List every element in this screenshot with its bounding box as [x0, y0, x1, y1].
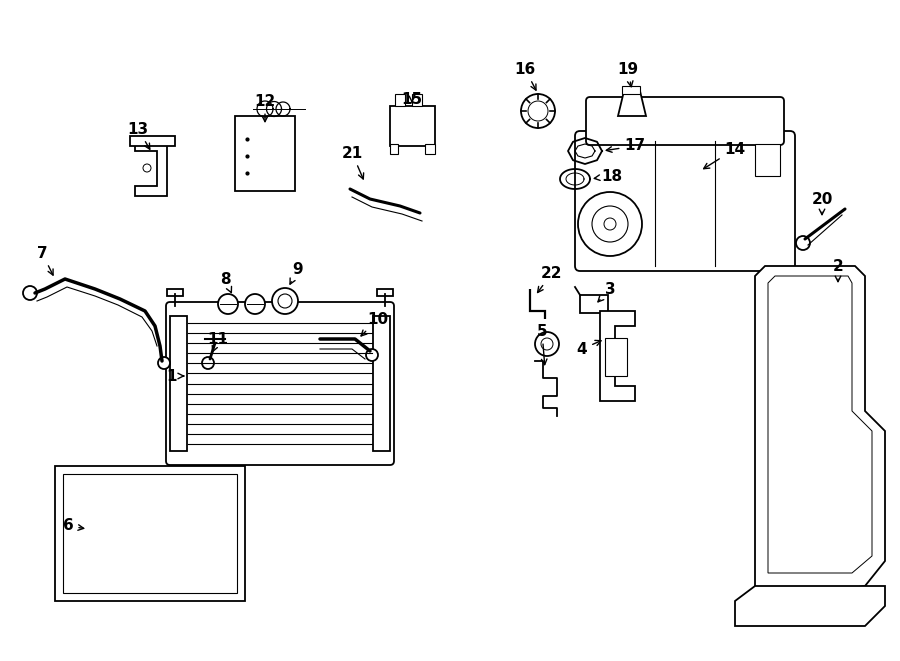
- Bar: [622, 86, 640, 94]
- Circle shape: [245, 294, 265, 314]
- Bar: [425, 144, 435, 154]
- Bar: [412, 94, 422, 106]
- Text: 3: 3: [598, 282, 616, 302]
- Text: 12: 12: [255, 93, 275, 122]
- Circle shape: [143, 164, 151, 172]
- FancyBboxPatch shape: [166, 302, 394, 465]
- Bar: [377, 289, 393, 296]
- Text: 21: 21: [341, 145, 364, 179]
- Bar: [755, 144, 780, 176]
- Bar: [167, 289, 183, 296]
- Text: 20: 20: [811, 192, 832, 215]
- Polygon shape: [755, 266, 885, 599]
- Circle shape: [366, 349, 378, 361]
- Bar: [580, 295, 608, 313]
- Polygon shape: [135, 141, 167, 196]
- Text: 4: 4: [577, 340, 601, 356]
- Text: 16: 16: [515, 61, 536, 90]
- Text: 2: 2: [832, 258, 843, 282]
- Circle shape: [528, 101, 548, 121]
- Circle shape: [592, 206, 628, 242]
- Text: 7: 7: [37, 245, 53, 275]
- Polygon shape: [735, 586, 885, 626]
- Circle shape: [202, 357, 214, 369]
- Bar: [373, 316, 390, 451]
- Bar: [63, 474, 237, 593]
- Bar: [235, 116, 295, 191]
- Circle shape: [278, 294, 292, 308]
- Text: 19: 19: [617, 61, 639, 87]
- Text: 22: 22: [537, 266, 562, 293]
- Text: 1: 1: [166, 368, 184, 383]
- Text: 18: 18: [594, 169, 623, 184]
- Text: 17: 17: [607, 139, 645, 153]
- Polygon shape: [768, 276, 872, 573]
- Text: 14: 14: [704, 141, 745, 169]
- Bar: [130, 136, 175, 146]
- Text: 9: 9: [290, 262, 303, 284]
- Bar: [170, 316, 187, 451]
- Text: 11: 11: [208, 332, 229, 352]
- Polygon shape: [600, 311, 635, 401]
- Text: 6: 6: [63, 518, 84, 533]
- Bar: [55, 466, 245, 601]
- Bar: [605, 338, 627, 376]
- Circle shape: [578, 192, 642, 256]
- Text: 5: 5: [536, 323, 547, 365]
- FancyBboxPatch shape: [586, 97, 784, 145]
- Circle shape: [272, 288, 298, 314]
- Text: 10: 10: [361, 311, 389, 336]
- Circle shape: [521, 94, 555, 128]
- FancyBboxPatch shape: [575, 131, 795, 271]
- Text: 8: 8: [220, 272, 231, 293]
- Circle shape: [796, 236, 810, 250]
- Circle shape: [218, 294, 238, 314]
- Bar: [390, 106, 435, 146]
- Circle shape: [158, 357, 170, 369]
- Circle shape: [23, 286, 37, 300]
- Text: 15: 15: [401, 91, 423, 106]
- Bar: [395, 94, 405, 106]
- Bar: [390, 144, 398, 154]
- Text: 13: 13: [128, 122, 149, 149]
- Circle shape: [535, 332, 559, 356]
- Circle shape: [604, 218, 616, 230]
- Circle shape: [541, 338, 553, 350]
- Polygon shape: [618, 91, 646, 116]
